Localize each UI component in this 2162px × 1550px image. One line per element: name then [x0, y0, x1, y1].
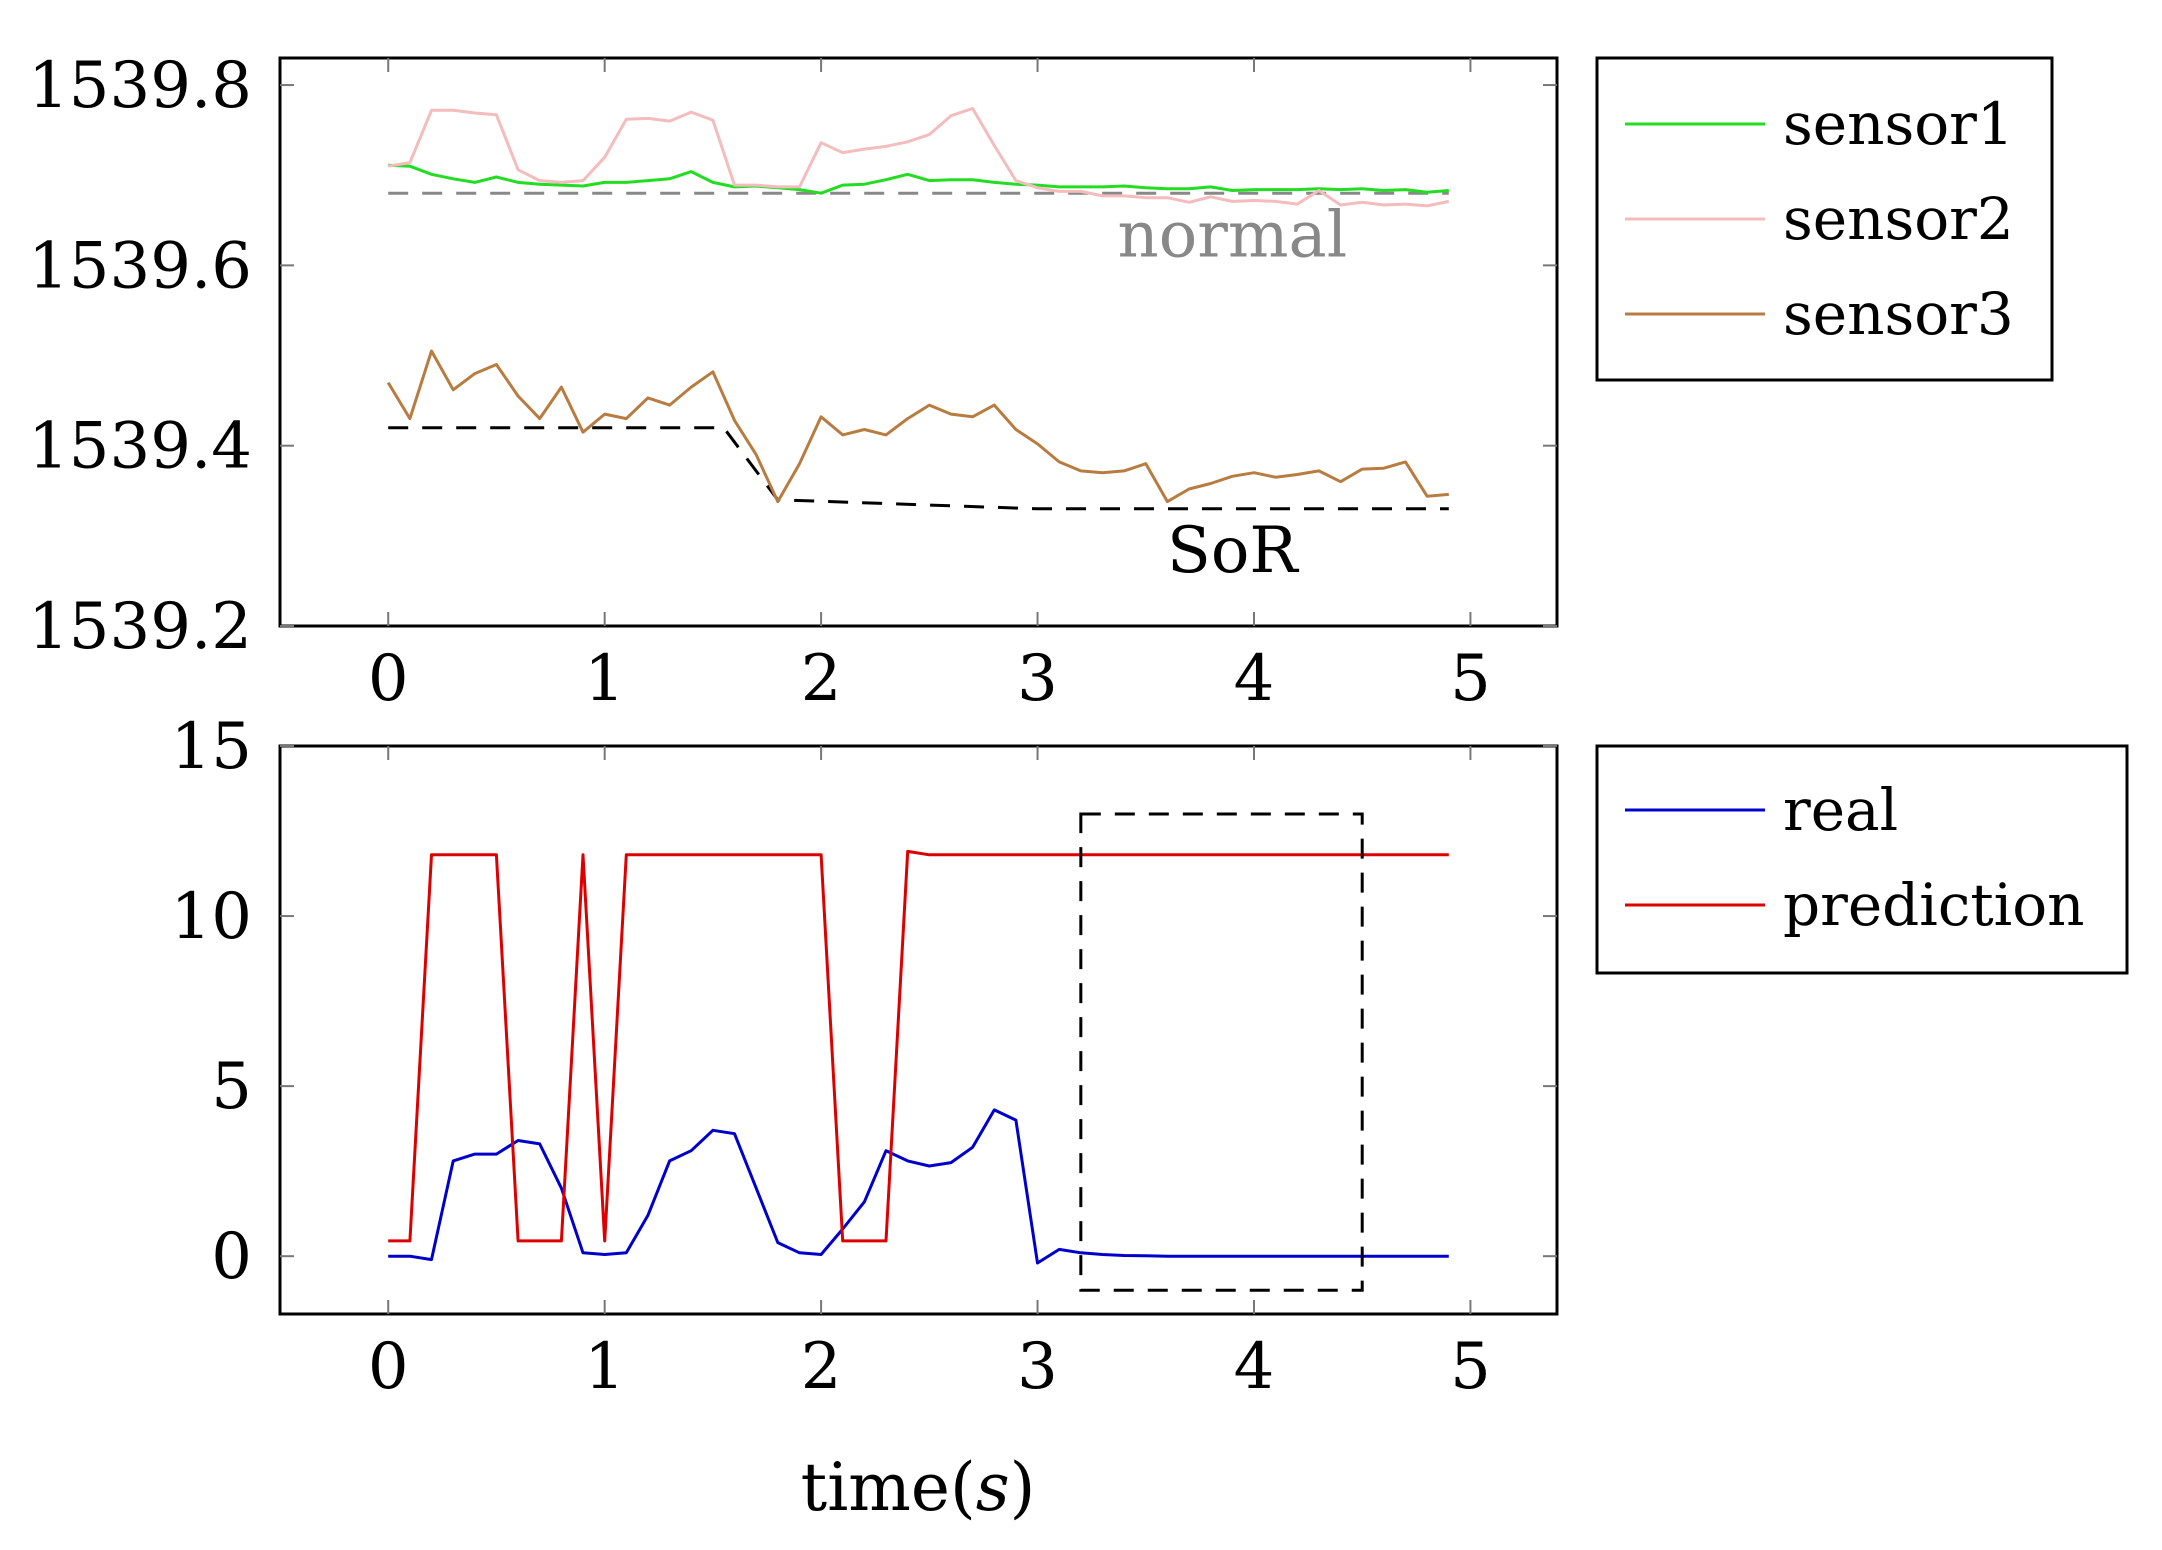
top-y-tick-label: 1539.8 — [28, 49, 252, 123]
series-line-sensor2 — [387, 107, 1450, 208]
legend-bottom-box — [1595, 744, 2129, 975]
top-y-tick-label: 1539.2 — [28, 590, 252, 664]
legend-label-sensor2: sensor2 — [1783, 185, 2014, 253]
bottom-series-lines — [388, 849, 1449, 1265]
top-x-tick-label: 0 — [368, 642, 409, 716]
top-plot-frame — [278, 56, 1559, 628]
top-series-lines — [386, 107, 1450, 504]
x-axis-label-unit: s — [976, 1449, 1010, 1526]
series-line-sensor3 — [386, 349, 1449, 504]
sensor-readings-chart: 0 1 2 3 4 5 1539.2 1539.4 1539.6 1539.8 normal So… — [28, 49, 1559, 716]
top-x-tick-label: 1 — [584, 642, 625, 716]
top-y-tick-label: 1539.4 — [28, 410, 252, 484]
x-axis-label: time(s) — [801, 1449, 1036, 1526]
legend-label-sensor3: sensor3 — [1783, 280, 2014, 348]
legend-label-sensor1: sensor1 — [1783, 90, 2014, 158]
bottom-x-tick-label: 3 — [1017, 1330, 1058, 1404]
bottom-y-tick-label: 15 — [171, 710, 252, 784]
top-x-tick-label: 3 — [1017, 642, 1058, 716]
bottom-plot-frame — [278, 744, 1559, 1316]
reference-line-SoR-reference — [388, 426, 1449, 511]
top-y-tick-label: 1539.6 — [28, 229, 252, 303]
bottom-x-tick-label: 5 — [1450, 1330, 1491, 1404]
bottom-axis-ticks: 0 1 2 3 4 5 0 5 10 15 — [171, 710, 1557, 1404]
bottom-x-tick-label: 2 — [801, 1330, 842, 1404]
top-axis-ticks: 0 1 2 3 4 5 1539.2 1539.4 1539.6 1539.8 — [28, 49, 1557, 716]
top-x-tick-label: 5 — [1450, 642, 1491, 716]
legend-label-real: real — [1783, 776, 1898, 844]
bottom-y-tick-label: 5 — [211, 1050, 252, 1124]
highlight-box — [1079, 812, 1364, 1292]
series-line-sensor1 — [388, 163, 1449, 195]
legend-label-prediction: prediction — [1783, 871, 2084, 939]
top-x-tick-label: 2 — [801, 642, 842, 716]
legend-bottom: real prediction — [1595, 744, 2129, 975]
bottom-y-tick-label: 10 — [171, 880, 252, 954]
bottom-x-tick-label: 1 — [584, 1330, 625, 1404]
legend-top: sensor1 sensor2 sensor3 — [1595, 56, 2054, 382]
top-x-tick-label: 4 — [1234, 642, 1275, 716]
prediction-chart: 0 1 2 3 4 5 0 5 10 15 time(s) — [171, 710, 1559, 1526]
annotation-sor: SoR — [1167, 514, 1299, 588]
series-line-prediction — [388, 849, 1449, 1243]
bottom-x-tick-label: 0 — [368, 1330, 409, 1404]
annotation-normal: normal — [1118, 198, 1348, 272]
bottom-y-tick-label: 0 — [211, 1220, 252, 1294]
bottom-x-tick-label: 4 — [1234, 1330, 1275, 1404]
